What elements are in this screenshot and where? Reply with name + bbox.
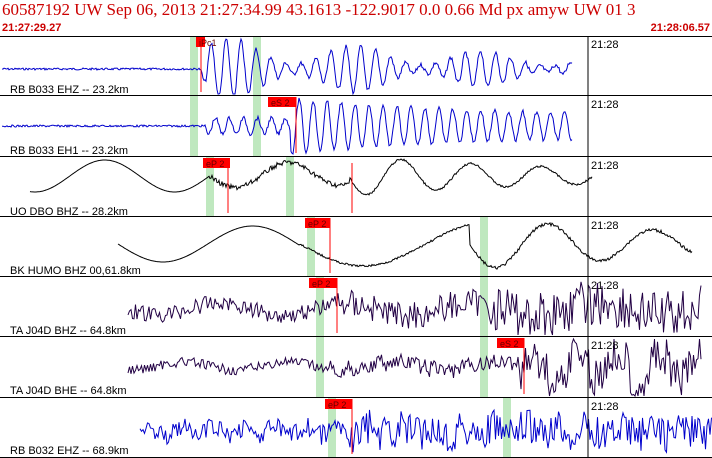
waveform (1, 97, 573, 155)
station-label: UO DBO BHZ -- 28.2km (10, 206, 128, 218)
pick-label: eP 2 (328, 400, 346, 410)
phase-window (328, 398, 336, 458)
trace-row-5[interactable]: eP 2 21:28 TA J04D BHZ -- 64.8km (0, 277, 712, 337)
trace-row-2[interactable]: eS 2 21:28 RB B033 EH1 -- 23.2km (0, 96, 712, 157)
pick-flag[interactable] (268, 97, 296, 107)
pick-flag[interactable] (305, 218, 330, 228)
pick-label: eP 2 (206, 159, 224, 169)
station-label: RB B032 EHZ -- 68.9km (10, 445, 129, 457)
phase-window (480, 277, 488, 337)
phase-window (316, 277, 324, 337)
pick-label: eP 2 (312, 279, 330, 289)
phase-window (480, 217, 488, 277)
pick-flag[interactable] (203, 158, 230, 168)
phase-window (206, 157, 214, 217)
trace-row-7[interactable]: eP 2 21:28 RB B032 EHZ -- 68.9km (0, 398, 712, 458)
waveform (29, 158, 593, 196)
phase-window (253, 96, 261, 157)
minute-tick-label: 21:28 (591, 99, 619, 111)
minute-tick-label: 21:28 (591, 280, 619, 292)
waveform (127, 337, 702, 397)
pick-label: eP 2 (308, 219, 326, 229)
window-end-time: 21:28:06.57 (650, 22, 710, 34)
trace-row-3[interactable]: eP 2 21:28 UO DBO BHZ -- 28.2km (0, 157, 712, 218)
window-start-time: 21:27:29.27 (2, 22, 62, 34)
trace-row-1[interactable]: iPc1 21:28 RB B033 EHZ -- 23.2km (0, 36, 712, 96)
station-label: TA J04D BHE -- 64.8km (10, 385, 127, 397)
pick-label: eS 2 (271, 98, 290, 108)
event-title: 60587192 UW Sep 06, 2013 21:27:34.99 43.… (2, 0, 636, 19)
minute-tick-label: 21:28 (591, 340, 619, 352)
pick-flag[interactable] (325, 399, 352, 409)
waveform (139, 408, 712, 454)
waveform (1, 37, 573, 96)
phase-window (286, 157, 294, 217)
waveform (127, 281, 702, 336)
phase-window (253, 36, 261, 96)
phase-window (307, 217, 315, 277)
station-label: RB B033 EH1 -- 23.2km (10, 145, 128, 157)
event-header: 60587192 UW Sep 06, 2013 21:27:34.99 43.… (0, 0, 712, 36)
station-label: RB B033 EHZ -- 23.2km (10, 84, 129, 96)
waveform (117, 222, 693, 270)
minute-tick-label: 21:28 (591, 39, 619, 51)
trace-row-6[interactable]: eS 2 21:28 TA J04D BHE -- 64.8km (0, 337, 712, 398)
station-label: BK HUMO BHZ 00,61.8km (10, 265, 141, 277)
pick-label: eS 2 (500, 339, 519, 349)
pick-label: iPc1 (199, 38, 217, 48)
pick-flag[interactable] (497, 338, 524, 348)
pick-flag[interactable] (309, 278, 337, 288)
minute-tick-label: 21:28 (591, 160, 619, 172)
minute-tick-label: 21:28 (591, 220, 619, 232)
minute-tick-label: 21:28 (591, 401, 619, 413)
station-label: TA J04D BHZ -- 64.8km (10, 325, 126, 337)
seismogram-panel[interactable]: iPc1 21:28 RB B033 EHZ -- 23.2km eS 2 21:28 R… (0, 36, 712, 458)
trace-row-4[interactable]: eP 2 21:28 BK HUMO BHZ 00,61.8km (0, 217, 712, 277)
phase-window (190, 36, 198, 96)
